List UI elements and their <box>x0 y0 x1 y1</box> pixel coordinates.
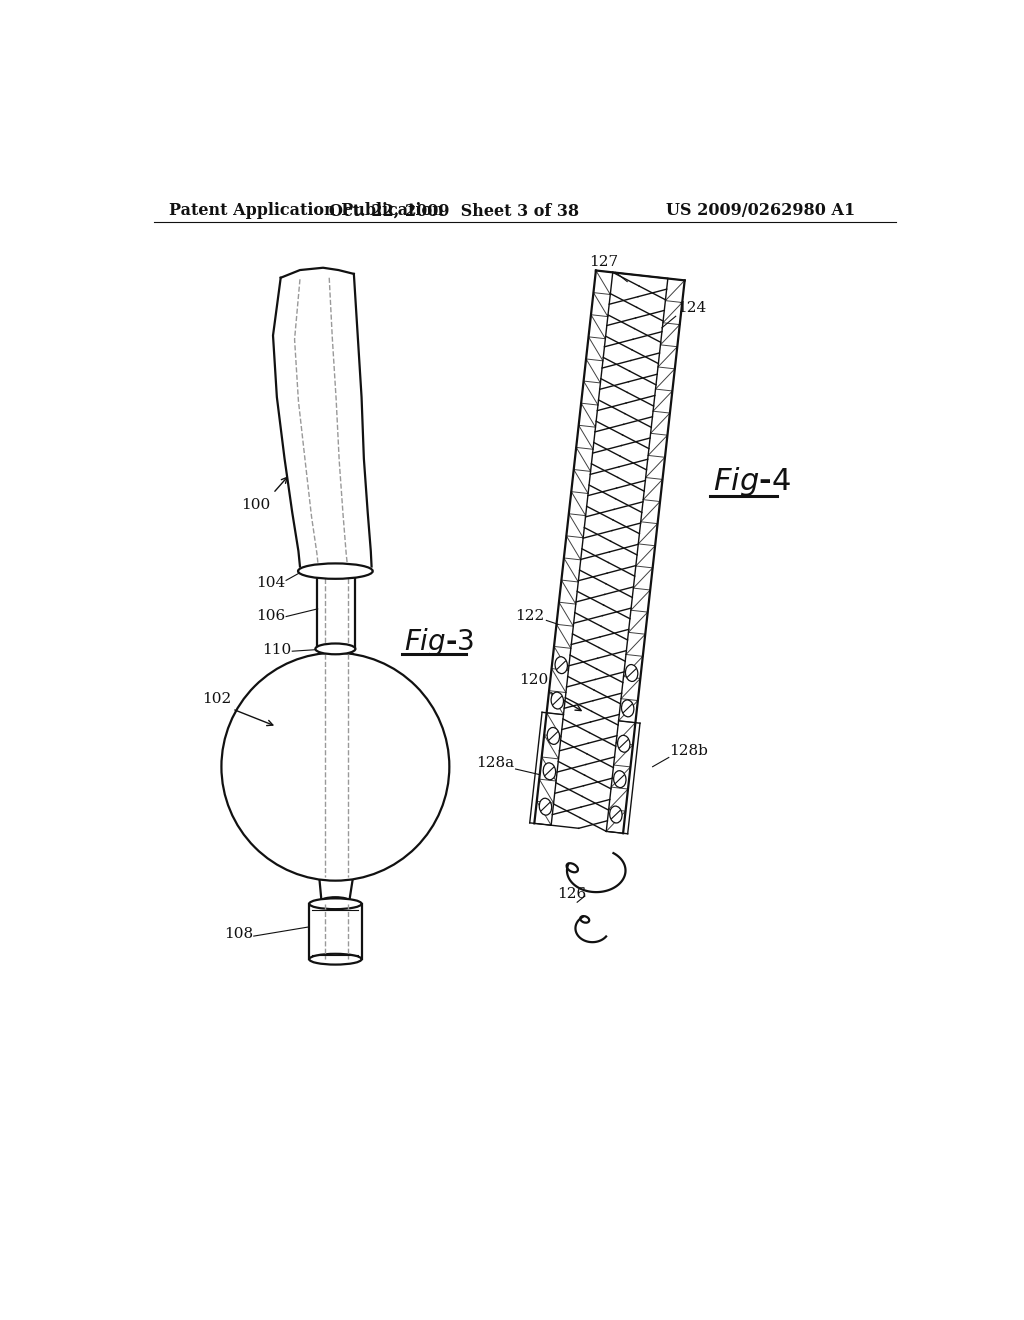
Ellipse shape <box>543 763 556 780</box>
Ellipse shape <box>622 700 634 717</box>
Ellipse shape <box>555 657 567 673</box>
Text: Patent Application Publication: Patent Application Publication <box>169 202 443 219</box>
Ellipse shape <box>547 727 559 744</box>
Text: 100: 100 <box>241 498 270 512</box>
Circle shape <box>221 653 450 880</box>
Ellipse shape <box>309 954 361 965</box>
Ellipse shape <box>551 692 563 709</box>
Ellipse shape <box>609 807 622 822</box>
Text: 108: 108 <box>224 927 253 941</box>
Text: 122: 122 <box>515 610 545 623</box>
Ellipse shape <box>581 916 589 923</box>
Ellipse shape <box>617 735 630 752</box>
Text: 127: 127 <box>589 255 617 269</box>
Text: US 2009/0262980 A1: US 2009/0262980 A1 <box>666 202 855 219</box>
Text: $\mathit{Fig}$-$\mathit{4}$: $\mathit{Fig}$-$\mathit{4}$ <box>713 466 791 499</box>
Ellipse shape <box>613 771 626 788</box>
Text: 110: 110 <box>262 643 292 656</box>
Ellipse shape <box>540 799 552 816</box>
Ellipse shape <box>309 899 361 909</box>
Ellipse shape <box>626 664 638 681</box>
Ellipse shape <box>321 898 350 906</box>
Text: 104: 104 <box>256 576 286 590</box>
Text: 124: 124 <box>677 301 707 315</box>
Text: 126: 126 <box>557 887 587 900</box>
Ellipse shape <box>315 644 355 655</box>
Text: Oct. 22, 2009  Sheet 3 of 38: Oct. 22, 2009 Sheet 3 of 38 <box>329 202 579 219</box>
Ellipse shape <box>298 564 373 579</box>
Text: 102: 102 <box>202 692 231 706</box>
Ellipse shape <box>566 863 578 873</box>
Text: $\mathit{Fig}$-$\mathit{3}$: $\mathit{Fig}$-$\mathit{3}$ <box>403 626 474 657</box>
Text: 120: 120 <box>518 673 548 686</box>
Text: 128a: 128a <box>476 755 514 770</box>
Text: 128b: 128b <box>670 744 709 758</box>
Text: 106: 106 <box>256 610 286 623</box>
